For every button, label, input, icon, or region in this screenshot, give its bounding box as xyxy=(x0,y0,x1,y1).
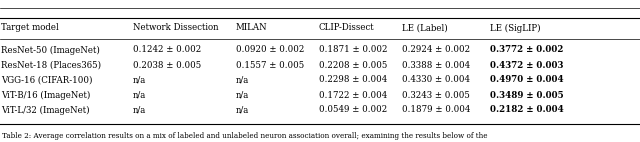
Text: 0.2208 ± 0.005: 0.2208 ± 0.005 xyxy=(319,60,387,69)
Text: 0.2038 ± 0.005: 0.2038 ± 0.005 xyxy=(133,60,202,69)
Text: ViT-L/32 (ImageNet): ViT-L/32 (ImageNet) xyxy=(1,106,90,115)
Text: Target model: Target model xyxy=(1,23,59,33)
Text: LE (SigLIP): LE (SigLIP) xyxy=(490,23,540,33)
Text: 0.1879 ± 0.004: 0.1879 ± 0.004 xyxy=(402,106,470,114)
Text: Table 2: Average correlation results on a mix of labeled and unlabeled neuron as: Table 2: Average correlation results on … xyxy=(2,132,488,140)
Text: 0.1557 ± 0.005: 0.1557 ± 0.005 xyxy=(236,60,304,69)
Text: 0.3388 ± 0.004: 0.3388 ± 0.004 xyxy=(402,60,470,69)
Text: 0.4330 ± 0.004: 0.4330 ± 0.004 xyxy=(402,76,470,84)
Text: n/a: n/a xyxy=(236,90,249,100)
Text: CLIP-Dissect: CLIP-Dissect xyxy=(319,23,374,33)
Text: 0.3489 ± 0.005: 0.3489 ± 0.005 xyxy=(490,90,563,100)
Text: ViT-B/16 (ImageNet): ViT-B/16 (ImageNet) xyxy=(1,90,91,100)
Text: ResNet-18 (Places365): ResNet-18 (Places365) xyxy=(1,60,101,69)
Text: ResNet-50 (ImageNet): ResNet-50 (ImageNet) xyxy=(1,45,100,55)
Text: 0.4970 ± 0.004: 0.4970 ± 0.004 xyxy=(490,76,563,84)
Text: n/a: n/a xyxy=(133,106,147,114)
Text: 0.4372 ± 0.003: 0.4372 ± 0.003 xyxy=(490,60,563,69)
Text: n/a: n/a xyxy=(236,106,249,114)
Text: 0.1242 ± 0.002: 0.1242 ± 0.002 xyxy=(133,45,202,55)
Text: 0.2924 ± 0.002: 0.2924 ± 0.002 xyxy=(402,45,470,55)
Text: VGG-16 (CIFAR-100): VGG-16 (CIFAR-100) xyxy=(1,76,93,84)
Text: 0.2182 ± 0.004: 0.2182 ± 0.004 xyxy=(490,106,563,114)
Text: 0.2298 ± 0.004: 0.2298 ± 0.004 xyxy=(319,76,387,84)
Text: n/a: n/a xyxy=(133,90,147,100)
Text: 0.3243 ± 0.005: 0.3243 ± 0.005 xyxy=(402,90,470,100)
Text: 0.0549 ± 0.002: 0.0549 ± 0.002 xyxy=(319,106,387,114)
Text: Network Dissection: Network Dissection xyxy=(133,23,219,33)
Text: n/a: n/a xyxy=(236,76,249,84)
Text: 0.3772 ± 0.002: 0.3772 ± 0.002 xyxy=(490,45,563,55)
Text: 0.0920 ± 0.002: 0.0920 ± 0.002 xyxy=(236,45,304,55)
Text: MILAN: MILAN xyxy=(236,23,267,33)
Text: LE (Label): LE (Label) xyxy=(402,23,447,33)
Text: 0.1722 ± 0.004: 0.1722 ± 0.004 xyxy=(319,90,387,100)
Text: n/a: n/a xyxy=(133,76,147,84)
Text: 0.1871 ± 0.002: 0.1871 ± 0.002 xyxy=(319,45,387,55)
